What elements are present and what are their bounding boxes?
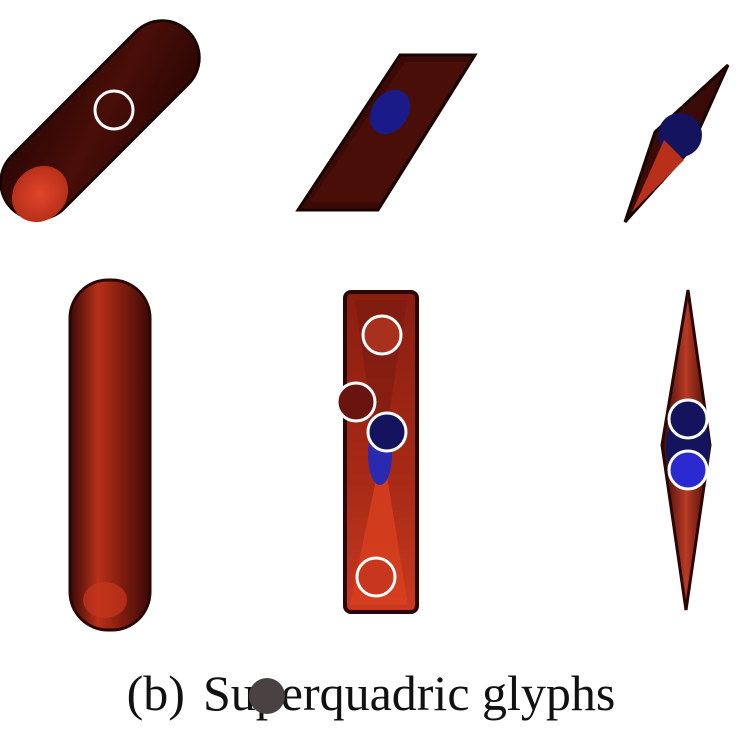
blue-patch — [369, 89, 411, 135]
subfigure-label: (b) — [126, 665, 185, 721]
glyph-spindle-diagonal — [623, 63, 730, 224]
marker-darkred — [335, 381, 377, 423]
marker-outline — [93, 89, 135, 131]
marker-navy — [366, 411, 408, 453]
glyph-box-vertical — [335, 290, 419, 614]
figure-caption: (b) Superquadric glyphs — [0, 658, 742, 728]
cursor-dot — [249, 678, 285, 714]
glyph-box-diagonal — [295, 53, 478, 212]
cylinder-end-cap — [11, 165, 69, 223]
marker-red — [361, 314, 403, 356]
marker-navy — [667, 398, 709, 440]
glyph-cylinder-vertical — [68, 278, 152, 632]
glyph-cylinder-diagonal — [0, 19, 201, 223]
marker-blue — [667, 449, 709, 491]
marker-red — [355, 556, 397, 598]
glyph-spindle-vertical — [660, 289, 712, 611]
cylinder-end-cap — [83, 582, 127, 618]
glyph-figure — [0, 19, 730, 632]
